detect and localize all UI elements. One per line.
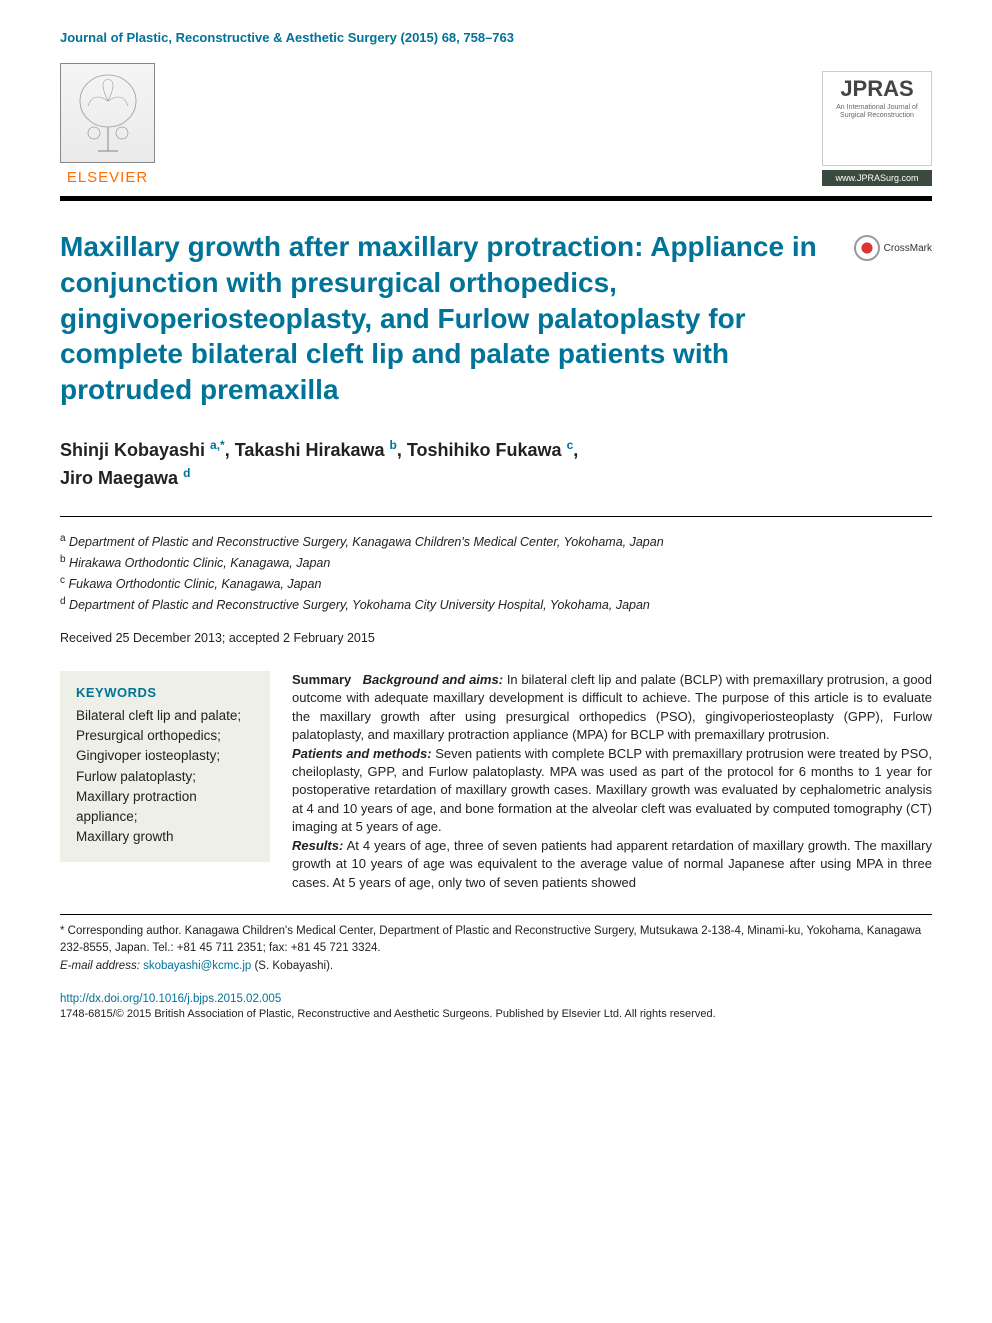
- methods-label: Patients and methods:: [292, 746, 432, 761]
- article-dates: Received 25 December 2013; accepted 2 Fe…: [60, 631, 932, 645]
- author-3[interactable]: Jiro Maegawa d: [60, 468, 190, 488]
- affiliation-b: b Hirakawa Orthodontic Clinic, Kanagawa,…: [60, 552, 932, 573]
- article-title: Maxillary growth after maxillary protrac…: [60, 229, 840, 408]
- journal-citation: Journal of Plastic, Reconstructive & Aes…: [60, 30, 932, 45]
- results-label: Results:: [292, 838, 343, 853]
- corresponding-email: E-mail address: skobayashi@kcmc.jp (S. K…: [60, 958, 932, 975]
- keywords-list: Bilateral cleft lip and palate; Presurgi…: [76, 706, 254, 848]
- author-2[interactable]: Toshihiko Fukawa c: [407, 440, 573, 460]
- footnotes: * Corresponding author. Kanagawa Childre…: [60, 923, 932, 975]
- copyright: 1748-6815/© 2015 British Association of …: [60, 1008, 932, 1020]
- elsevier-tree-icon: [60, 63, 155, 163]
- affiliation-a: a Department of Plastic and Reconstructi…: [60, 531, 932, 552]
- keywords-heading: KEYWORDS: [76, 685, 254, 700]
- jpras-subtitle: An International Journal of Surgical Rec…: [827, 104, 927, 121]
- background-label: Background and aims:: [363, 672, 503, 687]
- authors-rule: [60, 516, 932, 517]
- affiliation-d: d Department of Plastic and Reconstructi…: [60, 594, 932, 615]
- email-link[interactable]: skobayashi@kcmc.jp: [143, 960, 251, 972]
- crossmark-label: CrossMark: [884, 243, 932, 254]
- logos-row: ELSEVIER JPRAS An International Journal …: [60, 63, 932, 186]
- jpras-title: JPRAS: [840, 76, 913, 102]
- header-rule: [60, 196, 932, 201]
- keywords-box: KEYWORDS Bilateral cleft lip and palate;…: [60, 671, 270, 862]
- authors-list: Shinji Kobayashi a,*, Takashi Hirakawa b…: [60, 436, 932, 492]
- elsevier-wordmark: ELSEVIER: [67, 169, 148, 186]
- jpras-logo[interactable]: JPRAS An International Journal of Surgic…: [822, 71, 932, 186]
- affiliations: a Department of Plastic and Reconstructi…: [60, 531, 932, 615]
- crossmark-icon: [854, 235, 880, 261]
- doi-link[interactable]: http://dx.doi.org/10.1016/j.bjps.2015.02…: [60, 993, 932, 1005]
- abstract: Summary Background and aims: In bilatera…: [292, 671, 932, 892]
- results-text: At 4 years of age, three of seven patien…: [292, 838, 932, 890]
- jpras-url[interactable]: www.JPRASurg.com: [822, 170, 932, 186]
- affiliation-c: c Fukawa Orthodontic Clinic, Kanagawa, J…: [60, 573, 932, 594]
- crossmark-badge[interactable]: CrossMark: [854, 235, 932, 261]
- author-0[interactable]: Shinji Kobayashi a,*: [60, 440, 225, 460]
- summary-label: Summary: [292, 672, 351, 687]
- elsevier-logo[interactable]: ELSEVIER: [60, 63, 155, 186]
- author-1[interactable]: Takashi Hirakawa b: [235, 440, 397, 460]
- corresponding-author: * Corresponding author. Kanagawa Childre…: [60, 923, 932, 958]
- footnote-rule: [60, 914, 932, 915]
